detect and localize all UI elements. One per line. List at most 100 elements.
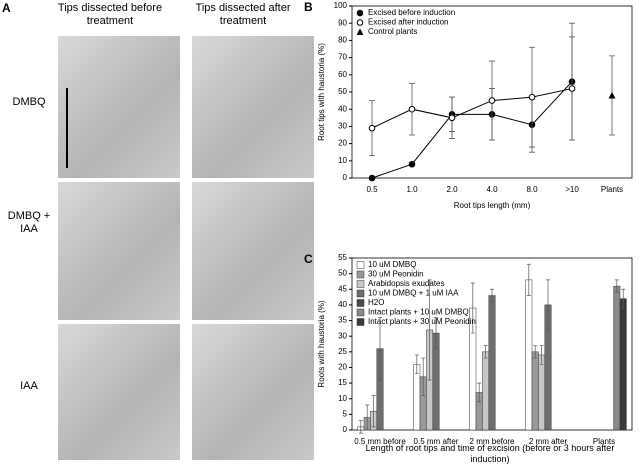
bar [413, 364, 421, 431]
y-tick-label: 10 [338, 156, 347, 165]
x-tick-label: 2 mm before [470, 437, 515, 446]
x-tick-label: Plants [601, 185, 623, 194]
legend-marker [356, 28, 364, 35]
legend-label: Arabidopsis exudates [368, 279, 445, 288]
photo [192, 324, 314, 460]
legend-marker [356, 9, 364, 17]
point [368, 174, 376, 182]
y-tick-label: 30 [338, 331, 347, 340]
error-bar [378, 317, 382, 381]
y-tick-label: 50 [338, 87, 347, 96]
legend-label: 30 uM Peonidin [368, 270, 424, 279]
series-line [371, 88, 573, 129]
error-bar [434, 317, 438, 350]
legend-swatch [356, 261, 365, 269]
x-tick-label: 0.5 mm before [354, 437, 406, 446]
photo [58, 324, 180, 460]
legend-label: Intact plants + 10 uM DMBQ [368, 308, 469, 317]
series-line [371, 81, 573, 179]
point [608, 91, 616, 99]
y-tick-label: 40 [338, 104, 347, 113]
point [368, 124, 376, 132]
row-label: DMBQ [12, 96, 46, 108]
y-tick-label: 60 [338, 70, 347, 79]
x-tick-label: 0.5 [366, 185, 378, 194]
x-tick-label: >10 [565, 185, 579, 194]
column-header: Tips dissected before treatment [57, 2, 163, 27]
y-tick-label: 30 [338, 122, 347, 131]
panel-label: A [2, 1, 11, 15]
error-bar [414, 354, 419, 375]
error-bar [365, 404, 370, 431]
y-tick-label: 20 [338, 363, 347, 372]
legend-marker [356, 19, 364, 26]
error-bar [477, 382, 482, 403]
point [528, 93, 536, 101]
legend-label: 10 uM DMBQ [368, 260, 416, 269]
legend-swatch [356, 289, 365, 298]
error-bar [483, 345, 488, 359]
x-tick-label: 8.0 [526, 185, 538, 194]
legend-swatch [356, 299, 365, 307]
point [488, 97, 496, 104]
y-tick-label: 20 [338, 139, 347, 148]
legend-swatch [356, 318, 365, 326]
legend-label: Excised before induction [368, 8, 455, 17]
x-tick-label: 2 mm after [529, 437, 568, 446]
panel-label: C [304, 252, 313, 266]
point [568, 85, 576, 92]
x-tick-label: 4.0 [486, 185, 498, 194]
y-tick-label: 10 [338, 394, 347, 403]
y-tick-label: 35 [338, 316, 347, 325]
legend-label: 10 uM DMBQ + 1 uM IAA [368, 289, 459, 298]
error-bar [421, 357, 426, 396]
y-tick-label: 50 [338, 269, 347, 278]
legend-swatch [356, 308, 365, 317]
x-tick-label: 1.0 [406, 185, 418, 194]
y-tick-label: 90 [338, 18, 347, 27]
y-tick-label: 0 [343, 425, 348, 434]
error-bar [546, 279, 550, 331]
legend-swatch [356, 280, 365, 288]
bar [488, 295, 496, 431]
row-label: DMBQ + IAA [7, 210, 51, 235]
bar [482, 351, 490, 431]
y-tick-label: 25 [338, 347, 347, 356]
photo [58, 36, 180, 178]
error-bar [371, 395, 376, 428]
x-tick-label: 0.5 mm after [414, 437, 459, 446]
y-tick-label: 55 [338, 253, 347, 262]
legend-label: H2O [368, 298, 384, 307]
point [408, 160, 416, 168]
column-header: Tips dissected after treatment [195, 2, 291, 27]
y-tick-label: 0 [343, 173, 348, 182]
legend-label: Intact plants + 30 uM Peonidin [368, 317, 476, 326]
error-bar [526, 263, 531, 296]
photo [192, 182, 314, 320]
photo [58, 182, 180, 320]
y-tick-label: 100 [334, 1, 348, 10]
error-bar [427, 279, 432, 381]
bar [525, 279, 533, 431]
y-tick-label: 5 [343, 409, 348, 418]
error-bar [533, 345, 538, 359]
x-axis-label: Root tips length (mm) [454, 201, 531, 210]
error-bar [470, 282, 475, 334]
y-tick-label: 40 [338, 300, 347, 309]
error-bar [490, 288, 494, 303]
scale-bar [66, 88, 68, 168]
y-axis-label: Roots with haustoria (%) [317, 300, 326, 387]
panel-label: B [304, 0, 313, 14]
x-tick-label: 2.0 [446, 185, 458, 194]
error-bar [614, 279, 619, 293]
photo [192, 36, 314, 178]
bar [531, 351, 539, 431]
error-bar [539, 345, 544, 365]
y-tick-label: 70 [338, 53, 347, 62]
bar [613, 285, 621, 431]
legend-swatch [356, 270, 365, 279]
error-bar [621, 288, 626, 309]
y-tick-label: 80 [338, 36, 347, 45]
